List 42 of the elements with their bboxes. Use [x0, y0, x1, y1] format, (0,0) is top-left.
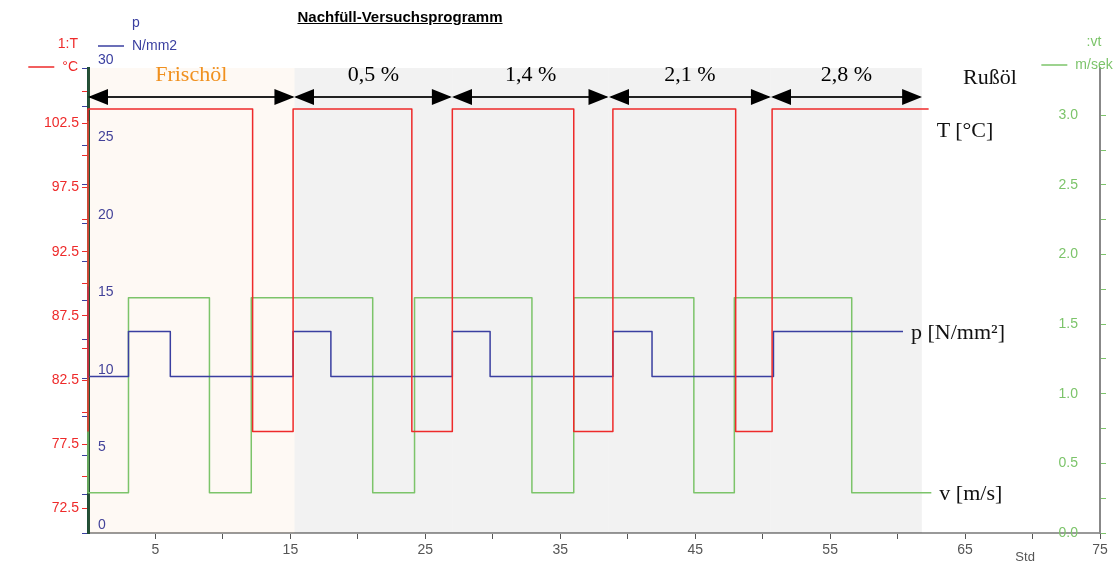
- y-tick-label: 82.5: [51, 371, 80, 387]
- y3-tick-label: 15: [98, 283, 114, 300]
- x-axis-title: Std: [1015, 549, 1035, 565]
- series-label: v [m/s]: [939, 480, 1003, 506]
- x-tick-label: 55: [822, 541, 839, 558]
- y2-tick-label: 1.0: [1058, 384, 1079, 401]
- x-tick-label: 5: [151, 541, 160, 558]
- y3-axis-title: p N/mm2: [132, 13, 178, 53]
- y-tick-label: 102.5: [43, 114, 80, 131]
- series-label: T [°C]: [936, 116, 994, 142]
- x-tick-label: 75: [1092, 541, 1108, 558]
- band-label: Frischöl: [155, 61, 228, 87]
- y-tick-label: 92.5: [51, 242, 80, 259]
- x-tick-label: 35: [552, 541, 569, 558]
- y2-tick-label: 2.5: [1058, 175, 1079, 192]
- y2-tick-label: 1.5: [1058, 315, 1079, 332]
- y3-tick-label: 10: [98, 360, 114, 377]
- y-tick-label: 77.5: [51, 435, 80, 452]
- y-tick-label: 72.5: [51, 499, 80, 516]
- y-tick-label: 97.5: [51, 178, 80, 195]
- x-tick-label: 25: [417, 541, 434, 558]
- y3-tick-label: 20: [98, 205, 114, 222]
- x-tick-label: 15: [282, 541, 299, 558]
- band-label: 2,8 %: [820, 61, 872, 87]
- y-axis-title: 1:T °C: [57, 34, 79, 74]
- y3-tick-label: 30: [98, 50, 114, 67]
- y3-tick-label: 0: [98, 515, 106, 532]
- y2-tick-label: 0.5: [1058, 454, 1079, 471]
- series-label: p [N/mm²]: [911, 319, 1005, 345]
- annotation: Rußöl: [962, 63, 1017, 89]
- chart-title: Nachfüll-Versuchsprogramm: [297, 8, 503, 25]
- y-tick-label: 87.5: [51, 306, 80, 323]
- y3-tick-label: 25: [98, 128, 114, 145]
- y2-tick-label: 2.0: [1058, 245, 1079, 262]
- band-label: 1,4 %: [504, 61, 557, 87]
- band-label: 2,1 %: [664, 61, 716, 87]
- y3-tick-label: 5: [98, 438, 106, 455]
- y2-axis-title: :vt m/sek: [1075, 32, 1114, 72]
- y2-tick-label: 3.0: [1058, 106, 1079, 123]
- band-label: 0,5 %: [347, 61, 400, 87]
- x-tick-label: 65: [957, 541, 974, 558]
- x-tick-label: 45: [687, 541, 704, 558]
